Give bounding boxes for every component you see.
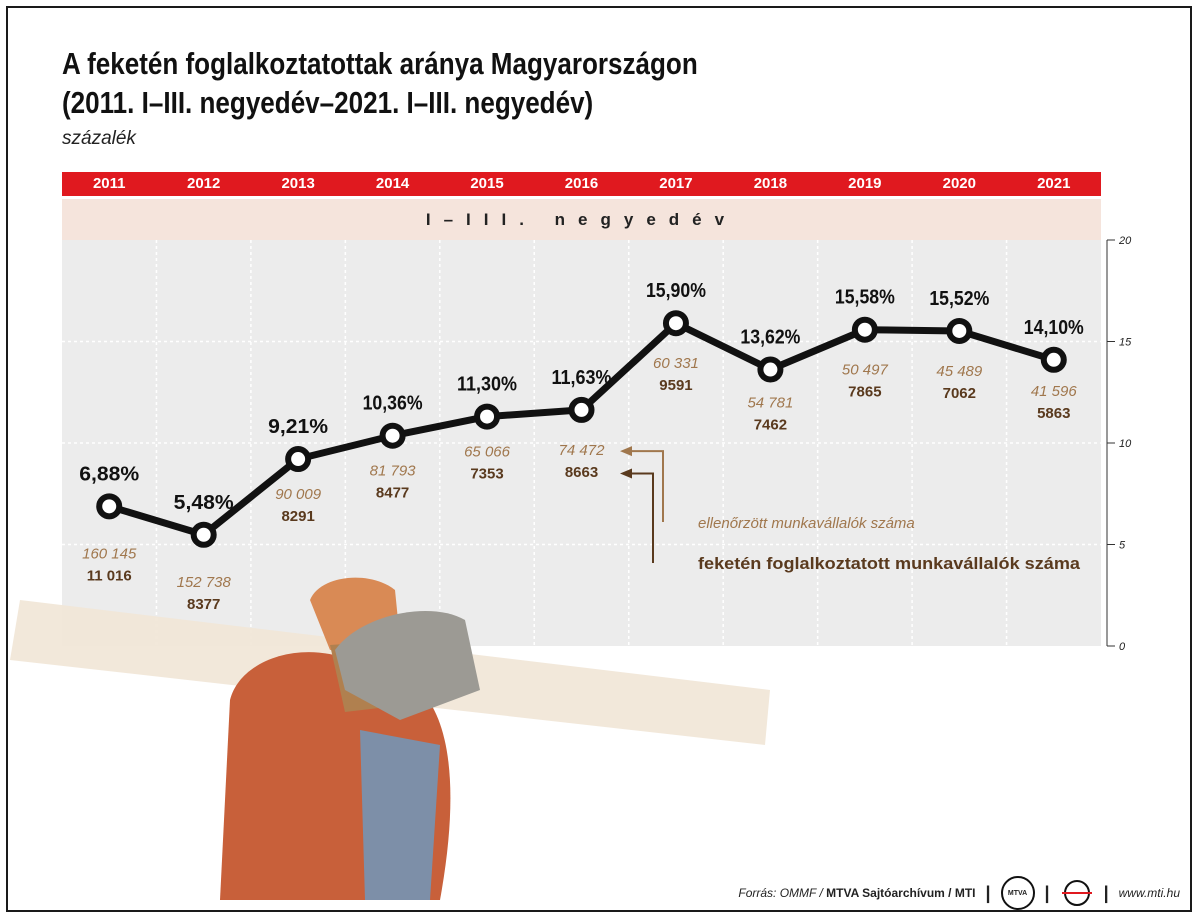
value-label-2018: 13,62% [740, 327, 800, 349]
year-label-2018: 2018 [753, 175, 788, 192]
black-count-2017: 9591 [659, 377, 692, 394]
data-point-2016 [568, 396, 595, 423]
data-point-2011 [96, 493, 123, 520]
value-label-2015: 11,30% [457, 374, 517, 396]
legend-arrow-black [632, 472, 654, 563]
black-count-2021: 5863 [1037, 405, 1070, 422]
year-label-2015: 2015 [470, 175, 504, 192]
footer-separator: | [985, 882, 991, 903]
year-label-2019: 2019 [848, 175, 882, 192]
year-label-2020: 2020 [942, 175, 976, 192]
y-tick-label: 15 [1119, 337, 1132, 349]
black-count-2015: 7353 [470, 466, 503, 483]
year-label-2014: 2014 [375, 175, 410, 192]
title-line-2: (2011. I–III. negyedév–2021. I–III. negy… [62, 85, 594, 120]
data-point-2018 [757, 356, 784, 383]
mti-url: www.mti.hu [1118, 886, 1180, 900]
mtva-logo-icon: MTVA [1000, 876, 1035, 910]
year-label-2017: 2017 [659, 175, 693, 192]
unit-label: százalék [62, 128, 136, 149]
year-label-2012: 2012 [186, 175, 221, 192]
black-count-2016: 8663 [565, 464, 598, 481]
data-point-2020 [946, 317, 973, 344]
data-point-2019 [851, 316, 878, 343]
mti-logo-icon [1061, 880, 1092, 906]
year-label-2016: 2016 [564, 175, 599, 192]
value-label-2013: 9,21% [268, 416, 328, 438]
footer-separator: | [1103, 882, 1109, 903]
legend-black-label: feketén foglalkoztatott munkavállalók sz… [698, 554, 1081, 573]
checked-count-2020: 45 489 [936, 363, 983, 380]
checked-count-2015: 65 066 [464, 444, 511, 461]
legend-arrowhead-checked [620, 446, 632, 457]
year-label-2021: 2021 [1037, 175, 1071, 192]
legend-arrowhead-black [620, 468, 632, 479]
y-tick-label: 0 [1119, 641, 1126, 653]
legend-arrow-checked [632, 450, 664, 522]
value-label-2020: 15,52% [929, 288, 989, 310]
shirt-shape [360, 730, 440, 900]
footer: Forrás: OMMF / MTVA Sajtóarchívum / MTI … [738, 876, 1180, 910]
value-label-2012: 5,48% [174, 492, 234, 514]
value-label-2017: 15,90% [646, 280, 706, 302]
footer-separator: | [1044, 882, 1050, 903]
y-tick-label: 5 [1119, 540, 1126, 552]
black-count-2011: 11 016 [87, 567, 132, 584]
black-count-2020: 7062 [943, 385, 976, 402]
black-count-2012: 8377 [187, 596, 220, 613]
source-credit: Forrás: OMMF / MTVA Sajtóarchívum / MTI [738, 886, 976, 900]
legend-checked-label: ellenőrzött munkavállalók száma [698, 515, 915, 532]
checked-count-2014: 81 793 [370, 463, 417, 480]
data-point-2015 [474, 403, 501, 430]
value-label-2019: 15,58% [835, 287, 895, 309]
value-label-2021: 14,10% [1024, 317, 1084, 339]
glove-shape [335, 611, 480, 720]
checked-count-2017: 60 331 [653, 355, 699, 372]
checked-count-2018: 54 781 [747, 395, 793, 412]
data-point-2017 [662, 310, 689, 337]
chart-title: A feketén foglalkoztatottak aránya Magya… [62, 44, 698, 122]
data-point-2013 [285, 446, 312, 473]
checked-count-2021: 41 596 [1031, 383, 1078, 400]
year-header-bar: 2011 2012 2013 2014 2015 2016 2017 2018 2019 2020… [62, 172, 1101, 196]
checked-count-2019: 50 497 [842, 362, 889, 379]
year-label-2013: 2013 [281, 175, 315, 192]
y-tick-label: 10 [1119, 438, 1132, 450]
year-label-2011: 2011 [92, 175, 126, 192]
data-point-2014 [379, 422, 406, 449]
black-count-2019: 7865 [848, 384, 881, 401]
black-count-2014: 8477 [376, 485, 409, 502]
black-count-2018: 7462 [754, 417, 787, 434]
black-count-2013: 8291 [281, 508, 314, 525]
value-label-2011: 6,88% [79, 463, 139, 485]
checked-count-2013: 90 009 [275, 486, 322, 503]
worker-illustration [10, 577, 770, 900]
quarter-label: I–III. negyedév [62, 199, 1101, 240]
data-point-2012 [190, 521, 217, 548]
checked-count-2016: 74 472 [559, 442, 606, 459]
checked-count-2011: 160 145 [82, 545, 137, 562]
y-tick-label: 20 [1118, 235, 1132, 247]
value-label-2014: 10,36% [363, 393, 423, 415]
title-line-1: A feketén foglalkoztatottak aránya Magya… [62, 46, 698, 81]
checked-count-2012: 152 738 [177, 574, 232, 591]
value-label-2016: 11,63% [552, 367, 612, 389]
data-point-2021 [1040, 346, 1067, 373]
